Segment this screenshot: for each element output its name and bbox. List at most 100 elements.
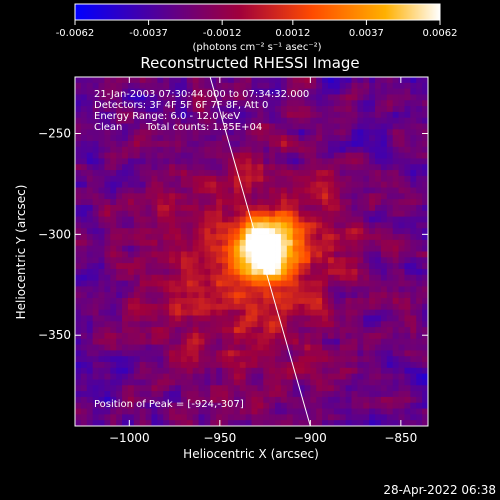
- heatmap-cell: [263, 286, 270, 293]
- heatmap-cell: [122, 274, 129, 281]
- heatmap-cell: [375, 298, 382, 305]
- heatmap-cell: [333, 135, 341, 142]
- heatmap-cell: [398, 303, 405, 311]
- heatmap-cell: [410, 123, 417, 130]
- heatmap-cell: [80, 199, 88, 206]
- heatmap-cell: [404, 286, 411, 293]
- heatmap-cell: [186, 158, 194, 165]
- heatmap-cell: [269, 88, 276, 95]
- heatmap-cell: [180, 379, 188, 386]
- heatmap-cell: [175, 170, 182, 177]
- heatmap-cell: [251, 338, 258, 345]
- heatmap-cell: [245, 204, 252, 212]
- heatmap-cell: [322, 88, 329, 95]
- heatmap-cell: [257, 321, 264, 328]
- heatmap-cell: [151, 298, 158, 305]
- heatmap-cell: [386, 228, 394, 235]
- heatmap-cell: [292, 280, 299, 287]
- heatmap-cell: [233, 77, 241, 84]
- heatmap-cell: [163, 350, 170, 357]
- heatmap-cell: [357, 298, 364, 305]
- heatmap-cell: [98, 234, 105, 241]
- heatmap-cell: [333, 280, 341, 287]
- heatmap-cell: [339, 373, 347, 380]
- heatmap-cell: [404, 210, 411, 217]
- heatmap-cell: [327, 420, 335, 426]
- heatmap-cell: [80, 193, 88, 200]
- heatmap-cell: [345, 338, 352, 345]
- heatmap-cell: [292, 146, 299, 154]
- heatmap-cell: [422, 210, 428, 217]
- heatmap-cell: [369, 239, 376, 247]
- heatmap-cell: [380, 187, 388, 194]
- heatmap-cell: [280, 100, 288, 107]
- heatmap-cell: [339, 367, 347, 375]
- heatmap-cell: [92, 140, 99, 148]
- heatmap-cell: [263, 280, 270, 287]
- heatmap-cell: [145, 77, 152, 84]
- heatmap-cell: [192, 420, 199, 426]
- heatmap-cell: [404, 332, 411, 340]
- heatmap-cell: [216, 274, 223, 281]
- heatmap-cell: [151, 420, 158, 426]
- heatmap-cell: [198, 309, 205, 316]
- heatmap-cell: [151, 321, 158, 328]
- heatmap-cell: [422, 379, 428, 386]
- heatmap-cell: [327, 268, 335, 276]
- x-axis-ticks: −1000 −950 −900 −850: [109, 77, 417, 445]
- heatmap-cell: [339, 111, 347, 119]
- heatmap-cell: [416, 303, 423, 311]
- heatmap-cell: [392, 187, 399, 194]
- heatmap-cell: [192, 187, 199, 194]
- heatmap-cell: [292, 100, 299, 107]
- heatmap-cell: [263, 228, 270, 235]
- heatmap-cell: [192, 158, 199, 165]
- heatmap-cell: [104, 222, 111, 229]
- heatmap-cell: [298, 239, 305, 247]
- heatmap-cell: [257, 332, 264, 340]
- heatmap-cell: [80, 204, 88, 212]
- heatmap-cell: [375, 420, 382, 426]
- heatmap-cell: [310, 298, 317, 305]
- heatmap-cell: [398, 158, 405, 165]
- heatmap-cell: [339, 140, 347, 148]
- heatmap-cell: [233, 257, 241, 264]
- heatmap-cell: [251, 106, 258, 113]
- heatmap-cell: [186, 140, 194, 148]
- heatmap-cell: [316, 338, 323, 345]
- heatmap-cell: [263, 391, 270, 398]
- heatmap-cell: [75, 239, 82, 247]
- heatmap-cell: [86, 280, 94, 287]
- heatmap-cell: [286, 315, 294, 322]
- heatmap-cell: [369, 199, 376, 206]
- heatmap-cell: [98, 239, 105, 247]
- heatmap-cell: [351, 152, 358, 159]
- heatmap-cell: [304, 315, 311, 322]
- heatmap-cell: [139, 332, 146, 340]
- heatmap-cell: [210, 222, 217, 229]
- heatmap-cell: [116, 327, 123, 334]
- heatmap-cell: [327, 251, 335, 258]
- heatmap-cell: [98, 123, 105, 130]
- heatmap-cell: [275, 135, 282, 142]
- heatmap-cell: [422, 77, 428, 84]
- heatmap-cell: [98, 152, 105, 159]
- heatmap-cell: [145, 199, 152, 206]
- heatmap-cell: [222, 181, 229, 188]
- heatmap-cell: [116, 338, 123, 345]
- heatmap-cell: [139, 140, 146, 148]
- heatmap-cell: [333, 385, 341, 392]
- heatmap-cell: [339, 385, 347, 392]
- heatmap-cell: [280, 94, 288, 101]
- heatmap-cell: [222, 280, 229, 287]
- heatmap-cell: [251, 280, 258, 287]
- heatmap-cell: [322, 187, 329, 194]
- heatmap-cell: [380, 321, 388, 328]
- heatmap-cell: [375, 263, 382, 270]
- heatmap-cell: [263, 111, 270, 119]
- heatmap-cell: [257, 396, 264, 404]
- heatmap-cell: [98, 402, 105, 409]
- heatmap-cell: [175, 303, 182, 311]
- heatmap-cell: [369, 373, 376, 380]
- heatmap-cell: [292, 158, 299, 165]
